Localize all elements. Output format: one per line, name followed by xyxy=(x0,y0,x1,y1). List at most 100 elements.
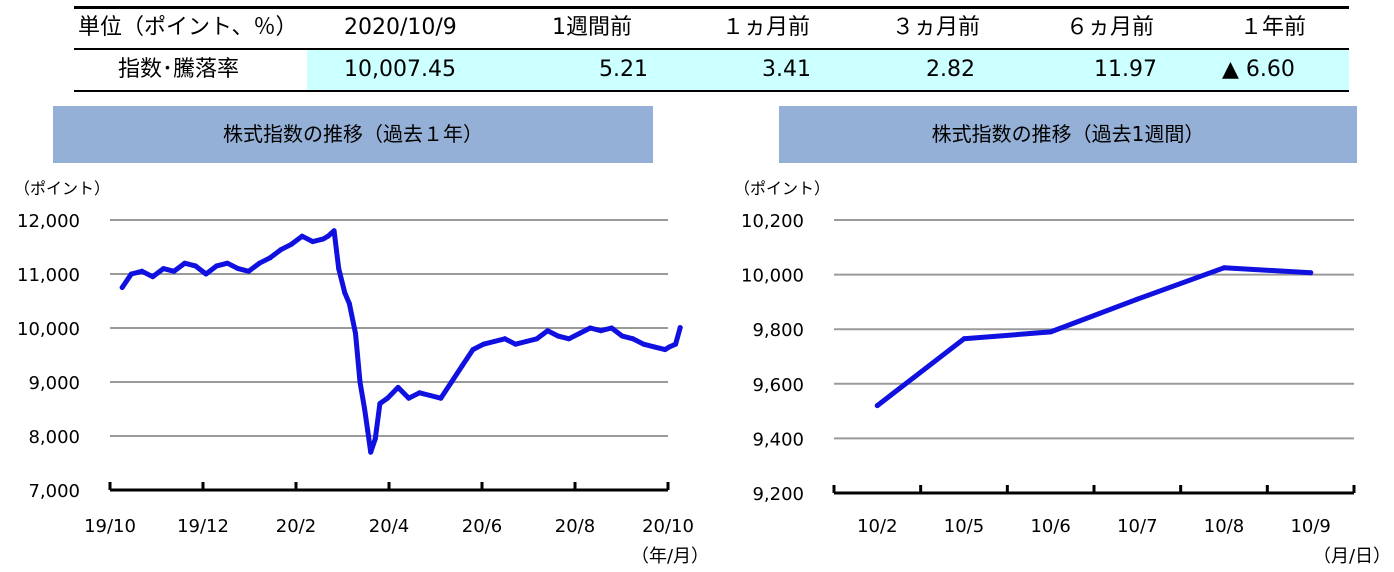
data-point xyxy=(160,266,166,272)
data-point xyxy=(619,333,625,339)
table-top-rule xyxy=(74,6,1349,9)
value-6month: 11.97 xyxy=(1094,57,1157,82)
y-tick-label: 7,000 xyxy=(28,481,80,502)
y-tick-label: 11,000 xyxy=(17,265,80,286)
data-point xyxy=(427,393,433,398)
data-point xyxy=(406,395,412,401)
header-date: 2020/10/9 xyxy=(344,15,457,40)
data-point xyxy=(214,263,220,269)
data-point xyxy=(1134,296,1140,302)
data-point xyxy=(320,236,326,242)
data-point xyxy=(278,247,284,253)
data-point xyxy=(961,336,967,342)
header-6month: ６ヵ月前 xyxy=(1066,15,1155,40)
one-week-line-chart: （ポイント） 9,200 9,400 9,600 9,800 10,000 10,200 10… xyxy=(734,179,1391,567)
data-point xyxy=(372,436,378,442)
value-1week: 5.21 xyxy=(599,57,648,82)
data-point xyxy=(203,271,209,277)
x-tick-label: 20/6 xyxy=(462,516,502,537)
x-tick-label: 20/8 xyxy=(555,516,595,537)
data-point xyxy=(235,266,241,272)
series-line-index xyxy=(874,265,1314,409)
data-point xyxy=(353,330,358,336)
value-1year: ▲ 6.60 xyxy=(1222,57,1295,82)
data-point xyxy=(1048,329,1054,335)
header-3month: ３ヵ月前 xyxy=(892,15,981,40)
data-point xyxy=(336,266,342,272)
data-point xyxy=(299,233,305,239)
y-tick-label: 10,000 xyxy=(741,266,804,287)
value-index: 10,007.45 xyxy=(344,57,456,82)
data-point xyxy=(192,263,198,269)
data-point xyxy=(609,325,615,331)
x-tick-label: 20/2 xyxy=(276,516,316,537)
data-point xyxy=(119,285,125,290)
x-tick-label: 20/4 xyxy=(369,516,409,537)
data-point xyxy=(667,344,672,350)
data-point xyxy=(267,255,273,261)
data-point xyxy=(545,328,551,334)
data-point xyxy=(182,260,188,266)
y-tick-label: 12,000 xyxy=(17,211,80,232)
data-point xyxy=(256,260,262,266)
data-point xyxy=(128,271,134,277)
data-point xyxy=(150,274,156,280)
data-point xyxy=(288,241,294,247)
y-tick-label: 9,400 xyxy=(752,429,804,450)
data-point xyxy=(362,406,368,412)
header-1week: 1週間前 xyxy=(552,15,632,40)
series-line-index xyxy=(119,228,683,455)
data-point xyxy=(577,330,583,336)
y-tick-label: 10,000 xyxy=(17,319,80,340)
x-axis-label: （月/日） xyxy=(1313,546,1391,567)
x-tick-label: 19/12 xyxy=(177,516,229,537)
data-point xyxy=(395,384,401,390)
data-point xyxy=(331,228,337,234)
data-point xyxy=(481,341,486,347)
data-point xyxy=(368,449,374,455)
data-point xyxy=(1221,265,1227,271)
row-label: 指数･騰落率 xyxy=(118,57,240,82)
header-1month: １ヵ月前 xyxy=(722,15,811,40)
data-point xyxy=(651,344,657,350)
data-point xyxy=(598,328,604,334)
data-point xyxy=(139,268,145,274)
values-highlight xyxy=(307,50,1349,90)
y-tick-label: 8,000 xyxy=(28,427,80,448)
data-point xyxy=(346,301,352,307)
data-point xyxy=(523,339,529,344)
data-point xyxy=(342,290,348,296)
data-point xyxy=(449,379,454,385)
data-point xyxy=(673,341,679,347)
data-point xyxy=(641,341,647,347)
y-tick-label: 9,600 xyxy=(752,375,804,396)
data-point xyxy=(470,347,476,353)
data-point xyxy=(417,390,422,396)
y-tick-label: 9,800 xyxy=(752,320,804,341)
data-point xyxy=(171,268,177,274)
data-point xyxy=(224,260,230,266)
data-point xyxy=(459,363,465,369)
x-tick-label: 10/5 xyxy=(944,516,984,537)
data-point xyxy=(325,233,331,239)
data-point xyxy=(587,325,593,331)
data-point xyxy=(630,336,636,342)
x-tick-label: 10/8 xyxy=(1204,516,1244,537)
data-point xyxy=(555,333,561,339)
x-axis-label: （年/月） xyxy=(631,546,709,567)
data-point xyxy=(502,336,508,342)
x-tick-label: 10/2 xyxy=(857,516,897,537)
y-axis-label: （ポイント） xyxy=(734,179,830,198)
one-year-line-chart: （ポイント） 7,000 8,000 9,000 10,000 11,000 12,000 1… xyxy=(14,179,709,567)
table-mid-rule xyxy=(74,48,1349,50)
right-panel-title: 株式指数の推移（過去1週間） xyxy=(779,106,1357,163)
data-point xyxy=(310,239,316,245)
summary-table: 単位（ポイント、％） 2020/10/9 1週間前 １ヵ月前 ３ヵ月前 ６ヵ月前… xyxy=(74,6,1349,92)
y-tick-label: 9,200 xyxy=(752,484,804,505)
table-bottom-rule xyxy=(74,90,1349,92)
data-point xyxy=(491,339,497,344)
data-point xyxy=(513,341,518,347)
value-1month: 3.41 xyxy=(762,57,811,82)
x-tick-label: 10/7 xyxy=(1117,516,1157,537)
value-3month: 2.82 xyxy=(926,57,975,82)
